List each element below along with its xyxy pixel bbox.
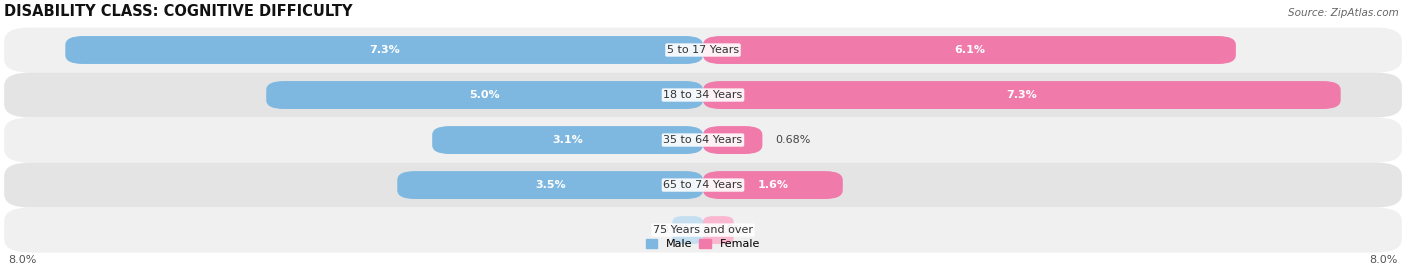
Text: Source: ZipAtlas.com: Source: ZipAtlas.com [1288,8,1399,18]
Text: 35 to 64 Years: 35 to 64 Years [664,135,742,145]
FancyBboxPatch shape [703,216,734,244]
Text: 75 Years and over: 75 Years and over [652,225,754,235]
FancyBboxPatch shape [703,36,1236,64]
Text: 5.0%: 5.0% [470,90,501,100]
Text: 8.0%: 8.0% [8,255,37,265]
FancyBboxPatch shape [4,208,1402,253]
FancyBboxPatch shape [4,162,1402,208]
Text: DISABILITY CLASS: COGNITIVE DIFFICULTY: DISABILITY CLASS: COGNITIVE DIFFICULTY [4,3,353,19]
Text: 0.0%: 0.0% [716,225,744,235]
FancyBboxPatch shape [703,81,1341,109]
Text: 7.3%: 7.3% [368,45,399,55]
Text: 3.1%: 3.1% [553,135,583,145]
Text: 7.3%: 7.3% [1007,90,1038,100]
FancyBboxPatch shape [672,216,703,244]
FancyBboxPatch shape [65,36,703,64]
FancyBboxPatch shape [4,27,1402,73]
Text: 18 to 34 Years: 18 to 34 Years [664,90,742,100]
Text: 6.1%: 6.1% [953,45,986,55]
Text: 3.5%: 3.5% [534,180,565,190]
Text: 8.0%: 8.0% [1369,255,1398,265]
FancyBboxPatch shape [703,126,762,154]
Legend: Male, Female: Male, Female [641,235,765,254]
Text: 65 to 74 Years: 65 to 74 Years [664,180,742,190]
FancyBboxPatch shape [4,73,1402,118]
FancyBboxPatch shape [398,171,703,199]
FancyBboxPatch shape [4,118,1402,162]
FancyBboxPatch shape [703,171,842,199]
Text: 5 to 17 Years: 5 to 17 Years [666,45,740,55]
Text: 1.6%: 1.6% [758,180,789,190]
FancyBboxPatch shape [432,126,703,154]
Text: 0.0%: 0.0% [662,225,690,235]
FancyBboxPatch shape [266,81,703,109]
Text: 0.68%: 0.68% [776,135,811,145]
